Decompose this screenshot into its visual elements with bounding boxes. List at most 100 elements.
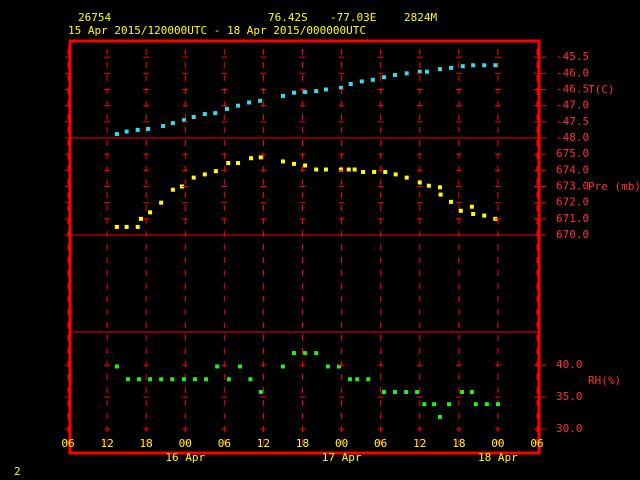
data-point <box>226 161 231 166</box>
data-point <box>124 224 129 229</box>
y-tick-label: -46.5 <box>556 83 589 96</box>
data-point <box>135 224 140 229</box>
data-point <box>415 390 420 395</box>
x-tick-label: 06 <box>61 437 74 450</box>
data-point <box>125 377 130 382</box>
data-point <box>236 161 241 166</box>
latitude: 76.42S <box>268 11 308 24</box>
data-point <box>237 364 242 369</box>
plot-frame <box>68 39 541 455</box>
data-point <box>248 377 253 382</box>
data-point <box>417 180 422 185</box>
data-point <box>417 69 422 74</box>
data-point <box>191 175 196 180</box>
data-point <box>392 72 397 77</box>
data-point <box>325 364 330 369</box>
data-point <box>213 169 218 174</box>
y-tick-label: 671.0 <box>556 212 589 225</box>
data-point <box>303 163 308 168</box>
data-point <box>202 172 207 177</box>
data-point <box>159 200 164 205</box>
station-id: 26754 <box>78 11 111 24</box>
data-point <box>449 65 454 70</box>
data-point <box>460 64 465 69</box>
page-number: 2 <box>14 465 21 478</box>
data-point <box>424 69 429 74</box>
data-point <box>437 185 442 190</box>
data-point <box>114 364 119 369</box>
data-point <box>159 377 164 382</box>
data-point <box>338 85 343 90</box>
data-point <box>280 159 285 164</box>
data-point <box>372 169 377 174</box>
y-tick-label: -45.5 <box>556 50 589 63</box>
data-point <box>181 377 186 382</box>
y-tick-label: -47.0 <box>556 99 589 112</box>
y-tick-label: 674.0 <box>556 163 589 176</box>
x-tick-label: 00 <box>491 437 504 450</box>
data-point <box>348 82 353 87</box>
data-point <box>383 169 388 174</box>
x-tick-label: 06 <box>374 437 387 450</box>
y-tick-label: 40.0 <box>556 358 583 371</box>
data-point <box>469 204 474 209</box>
x-tick-label: 00 <box>179 437 192 450</box>
data-point <box>280 364 285 369</box>
data-point <box>393 172 398 177</box>
data-point <box>482 63 487 68</box>
y-tick-label: -48.0 <box>556 131 589 144</box>
data-point <box>161 124 166 129</box>
data-point <box>124 129 129 134</box>
data-point <box>458 208 463 213</box>
data-point <box>204 377 209 382</box>
data-point <box>236 103 241 108</box>
data-point <box>346 167 351 172</box>
data-point <box>426 183 431 188</box>
y-tick-label: 35.0 <box>556 390 583 403</box>
data-point <box>323 167 328 172</box>
data-point <box>484 402 489 407</box>
data-point <box>495 402 500 407</box>
data-point <box>381 75 386 80</box>
data-point <box>191 114 196 119</box>
x-tick-label: 12 <box>257 437 270 450</box>
data-point <box>361 169 366 174</box>
data-point <box>473 402 478 407</box>
y-tick-label: 675.0 <box>556 147 589 160</box>
data-point <box>181 118 186 123</box>
x-tick-label: 00 <box>335 437 348 450</box>
data-point <box>224 106 229 111</box>
data-point <box>366 377 371 382</box>
date-label: 18 Apr <box>478 451 518 464</box>
x-tick-label: 06 <box>218 437 231 450</box>
data-point <box>370 77 375 82</box>
data-point <box>170 377 175 382</box>
data-point <box>314 89 319 94</box>
data-point <box>355 377 360 382</box>
data-point <box>336 364 341 369</box>
data-point <box>114 224 119 229</box>
data-point <box>352 167 357 172</box>
data-point <box>146 126 151 131</box>
data-point <box>202 112 207 117</box>
data-point <box>482 213 487 218</box>
data-point <box>471 211 476 216</box>
data-point <box>215 364 220 369</box>
axis-label: T(C) <box>588 83 615 96</box>
data-point <box>471 63 476 68</box>
data-point <box>432 402 437 407</box>
data-point <box>449 199 454 204</box>
data-point <box>404 390 409 395</box>
data-point <box>137 377 142 382</box>
y-tick-label: 673.0 <box>556 180 589 193</box>
data-point <box>292 161 297 166</box>
data-point <box>404 175 409 180</box>
data-point <box>193 377 198 382</box>
data-point <box>460 390 465 395</box>
data-point <box>135 127 140 132</box>
date-label: 17 Apr <box>322 451 362 464</box>
data-point <box>280 93 285 98</box>
data-point <box>258 390 263 395</box>
data-point <box>437 414 442 419</box>
